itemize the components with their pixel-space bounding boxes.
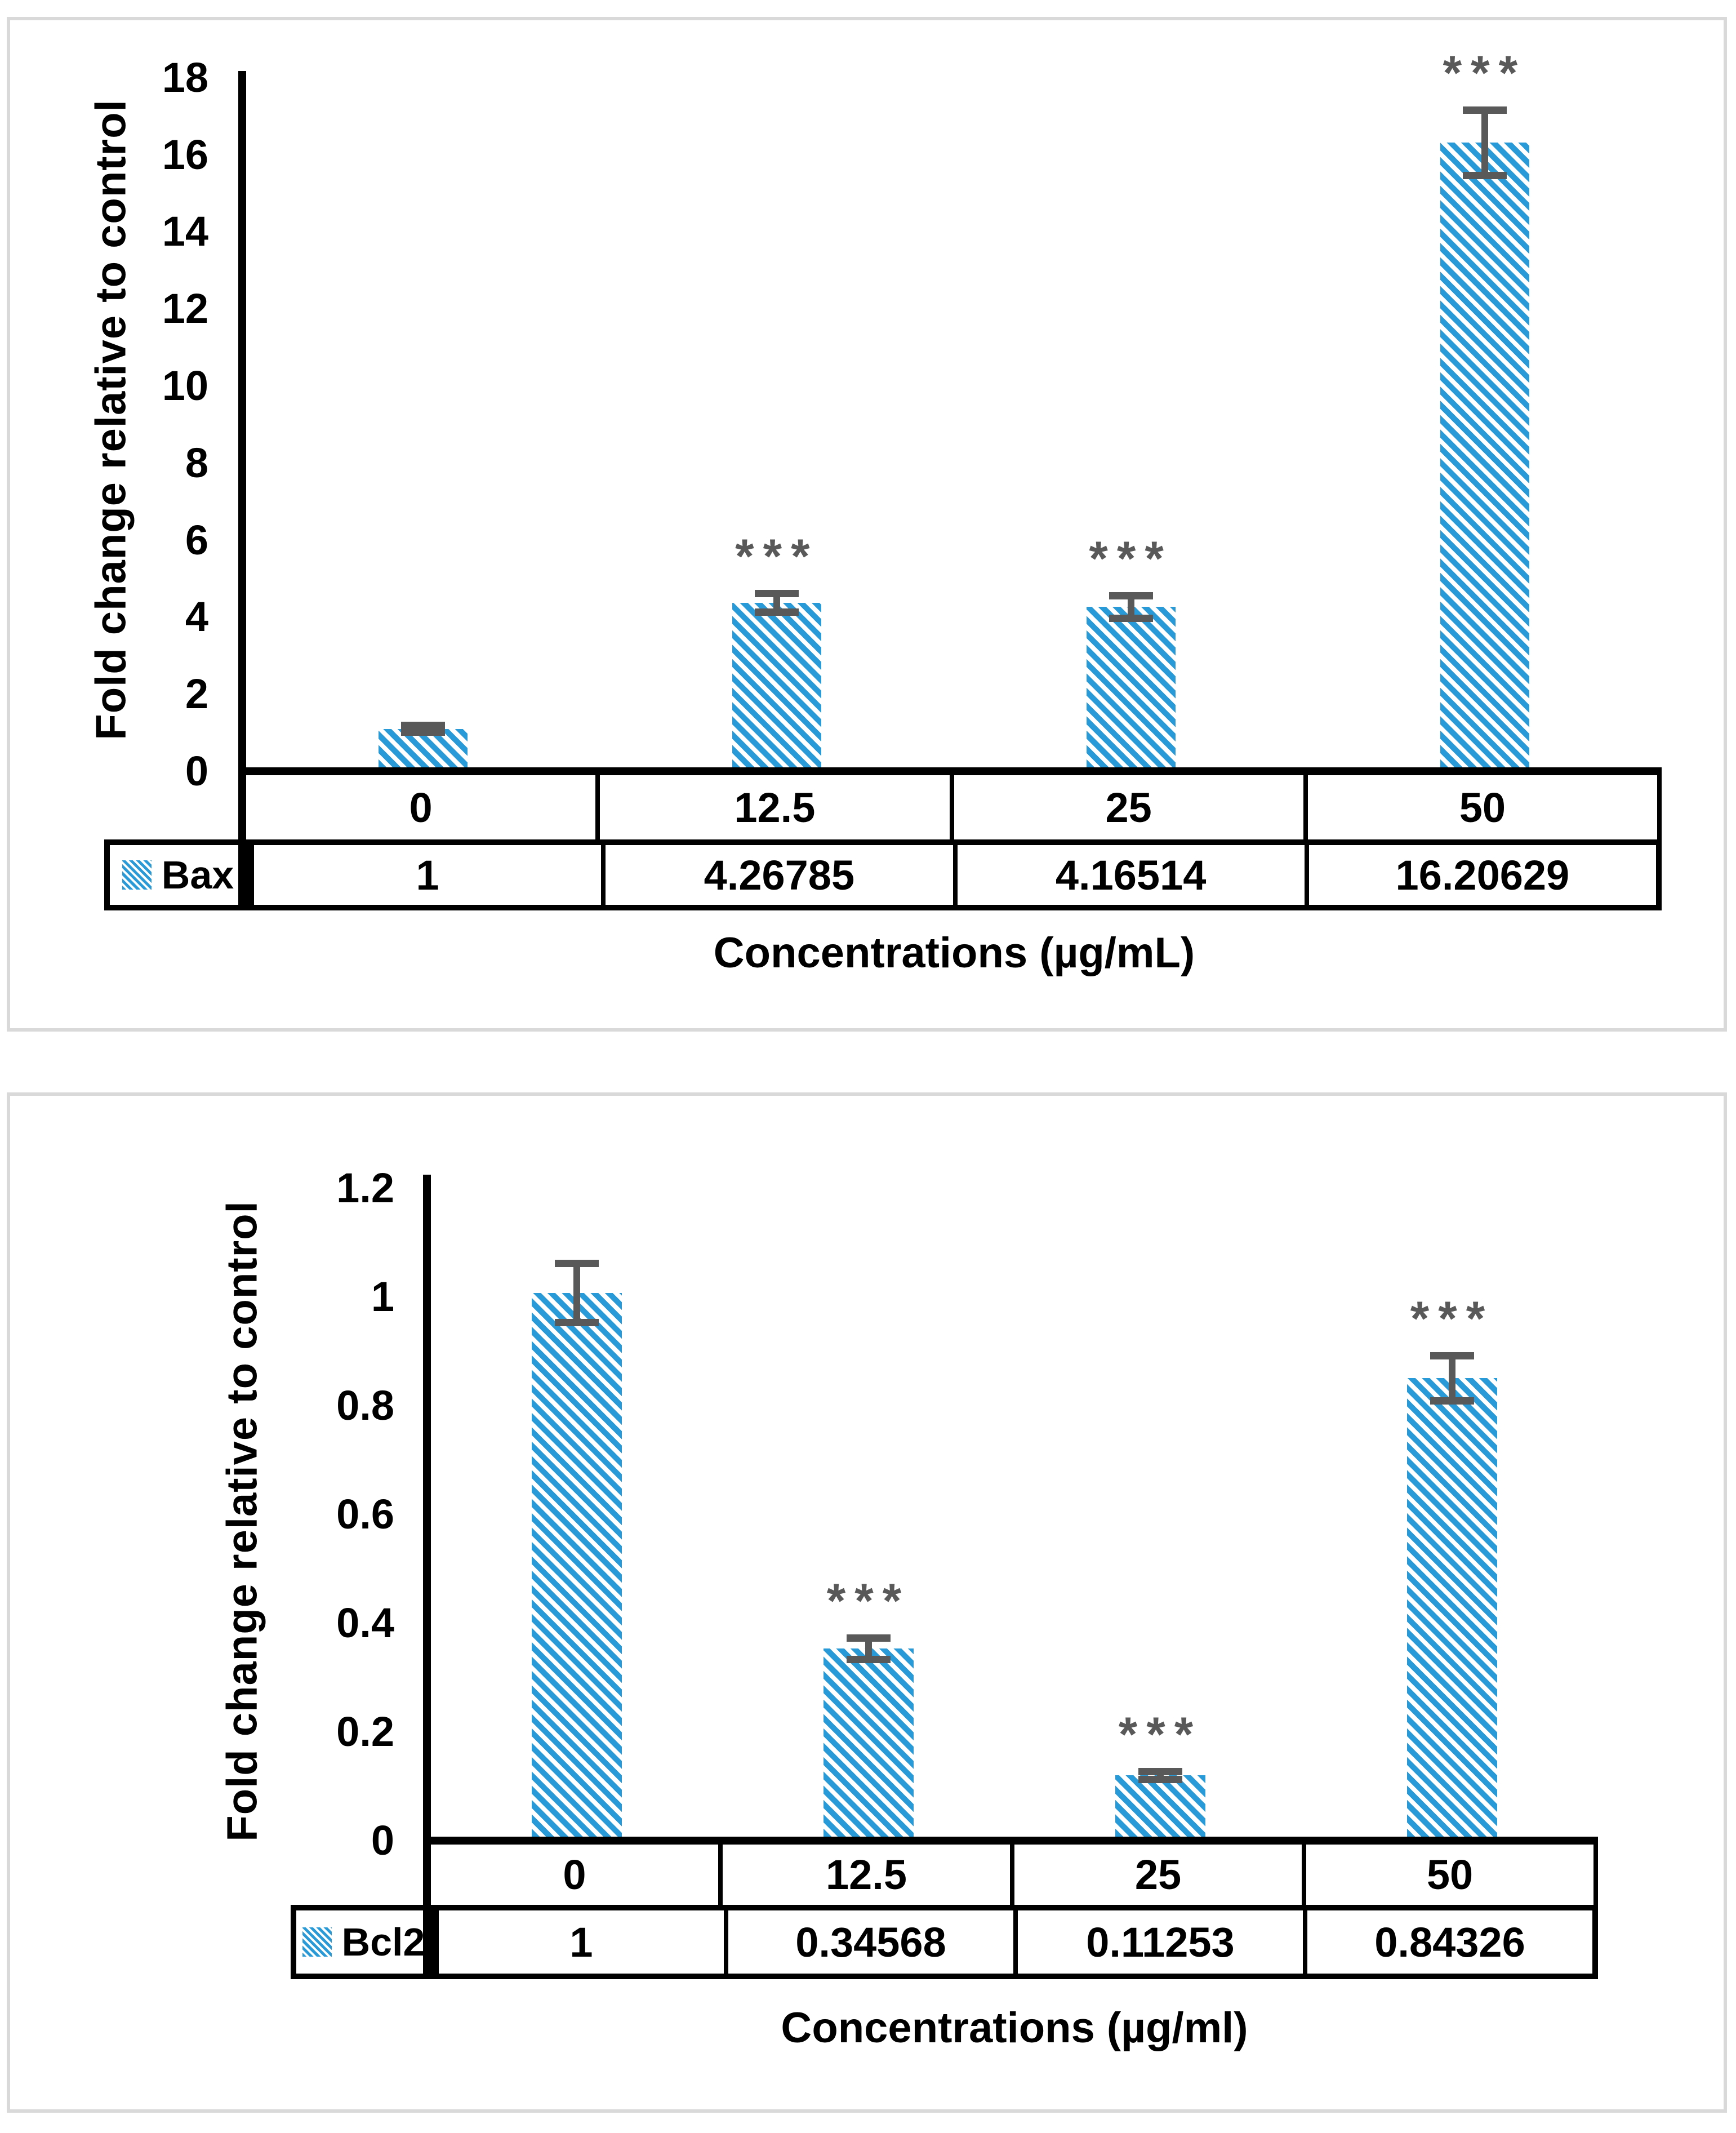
category-cell: 0 bbox=[423, 1845, 718, 1905]
significance-stars: *** bbox=[1118, 1707, 1203, 1762]
legend-cell: Bcl2 bbox=[296, 1910, 431, 1974]
x-axis-line bbox=[238, 767, 1662, 775]
category-cell: 50 bbox=[1302, 1845, 1593, 1905]
significance-stars: *** bbox=[826, 1574, 911, 1629]
y-tick-label: 6 bbox=[185, 516, 208, 563]
y-axis-title: Fold change relative to control bbox=[87, 99, 135, 740]
y-tick-label: 0.8 bbox=[336, 1382, 394, 1429]
error-bar-stem bbox=[1127, 595, 1134, 619]
error-bar-bottom-cap bbox=[555, 1319, 599, 1327]
y-tick-label: 8 bbox=[185, 439, 208, 486]
error-bar-bottom-cap bbox=[1138, 1776, 1182, 1784]
error-bar-top-cap bbox=[555, 1259, 599, 1267]
significance-stars: *** bbox=[1443, 46, 1527, 101]
x-axis-title: Concentrations (µg/mL) bbox=[713, 929, 1195, 977]
y-tick-label: 0.4 bbox=[336, 1599, 394, 1646]
error-bar-bottom-cap bbox=[847, 1655, 891, 1663]
y-tick-label: 0.6 bbox=[336, 1491, 394, 1537]
category-cell: 50 bbox=[1303, 775, 1657, 839]
y-tick-label: 10 bbox=[162, 362, 208, 409]
value-cell: 0.11253 bbox=[1013, 1910, 1303, 1974]
error-bar-stem bbox=[865, 1638, 872, 1660]
y-tick-label: 0 bbox=[185, 748, 208, 794]
y-tick-label: 0 bbox=[371, 1817, 394, 1864]
bar-bcl2-0 bbox=[532, 1293, 622, 1837]
category-cell: 0 bbox=[238, 775, 596, 839]
bar-bcl2-12.5 bbox=[824, 1648, 914, 1837]
value-cell: 0.34568 bbox=[724, 1910, 1013, 1974]
series-label: Bax bbox=[161, 853, 234, 897]
error-bar-bottom-cap bbox=[401, 728, 446, 736]
value-cell: 16.20629 bbox=[1304, 845, 1656, 905]
error-bar-stem bbox=[1481, 110, 1488, 176]
y-tick-label: 14 bbox=[162, 208, 208, 255]
y-axis-line bbox=[238, 71, 246, 910]
category-header-row: 0 12.5 25 50 bbox=[423, 1845, 1598, 1905]
error-bar-bottom-cap bbox=[1109, 614, 1153, 622]
y-tick-label: 0.2 bbox=[336, 1708, 394, 1755]
bar-bax-12.5 bbox=[732, 603, 822, 767]
x-axis-title: Concentrations (µg/ml) bbox=[781, 2004, 1248, 2052]
value-cell: 4.16514 bbox=[952, 845, 1305, 905]
category-cell: 25 bbox=[1010, 1845, 1302, 1905]
y-tick-label: 16 bbox=[162, 131, 208, 178]
legend-swatch-icon bbox=[302, 1927, 332, 1957]
x-axis-line bbox=[423, 1837, 1598, 1845]
error-bar-top-cap bbox=[1462, 106, 1507, 114]
category-header-row: 0 12.5 25 50 bbox=[238, 775, 1662, 839]
y-tick-label: 12 bbox=[162, 285, 208, 332]
error-bar-top-cap bbox=[1109, 592, 1153, 599]
category-cell: 12.5 bbox=[718, 1845, 1010, 1905]
error-bar-bottom-cap bbox=[755, 608, 799, 616]
y-tick-label: 1.2 bbox=[336, 1165, 394, 1211]
bar-bax-25 bbox=[1086, 607, 1176, 767]
error-bar-bottom-cap bbox=[1430, 1397, 1474, 1405]
category-cell: 12.5 bbox=[595, 775, 950, 839]
error-bar-top-cap bbox=[401, 721, 446, 729]
value-cell: 4.26785 bbox=[601, 845, 953, 905]
y-tick-label: 18 bbox=[162, 54, 208, 101]
significance-stars: *** bbox=[735, 529, 819, 584]
y-axis-line bbox=[423, 1175, 431, 1979]
category-cell: 25 bbox=[949, 775, 1303, 839]
y-tick-label: 1 bbox=[371, 1273, 394, 1320]
legend-cell: Bax bbox=[110, 845, 246, 905]
bar-bcl2-25 bbox=[1115, 1775, 1205, 1837]
error-bar-stem bbox=[1449, 1355, 1455, 1401]
y-tick-label: 4 bbox=[185, 593, 208, 641]
error-bar-stem bbox=[573, 1263, 580, 1323]
significance-stars: *** bbox=[1410, 1291, 1494, 1346]
error-bar-top-cap bbox=[847, 1634, 891, 1642]
value-cell: 1 bbox=[246, 845, 602, 905]
bar-bax-50 bbox=[1440, 143, 1529, 767]
value-cell: 0.84326 bbox=[1303, 1910, 1592, 1974]
value-cell: 1 bbox=[431, 1910, 724, 1974]
error-bar-top-cap bbox=[1138, 1767, 1182, 1775]
error-bar-top-cap bbox=[1430, 1352, 1474, 1359]
error-bar-stem bbox=[773, 593, 781, 613]
error-bar-bottom-cap bbox=[1462, 171, 1507, 179]
value-row: Bax 1 4.26785 4.16514 16.20629 bbox=[104, 839, 1662, 910]
error-bar-top-cap bbox=[755, 589, 799, 597]
series-label: Bcl2 bbox=[341, 1920, 425, 1964]
legend-swatch-icon bbox=[122, 860, 152, 890]
y-tick-label: 2 bbox=[185, 670, 208, 718]
significance-stars: *** bbox=[1089, 531, 1173, 586]
value-row: Bcl2 1 0.34568 0.11253 0.84326 bbox=[291, 1905, 1598, 1979]
bar-bcl2-50 bbox=[1407, 1378, 1497, 1837]
